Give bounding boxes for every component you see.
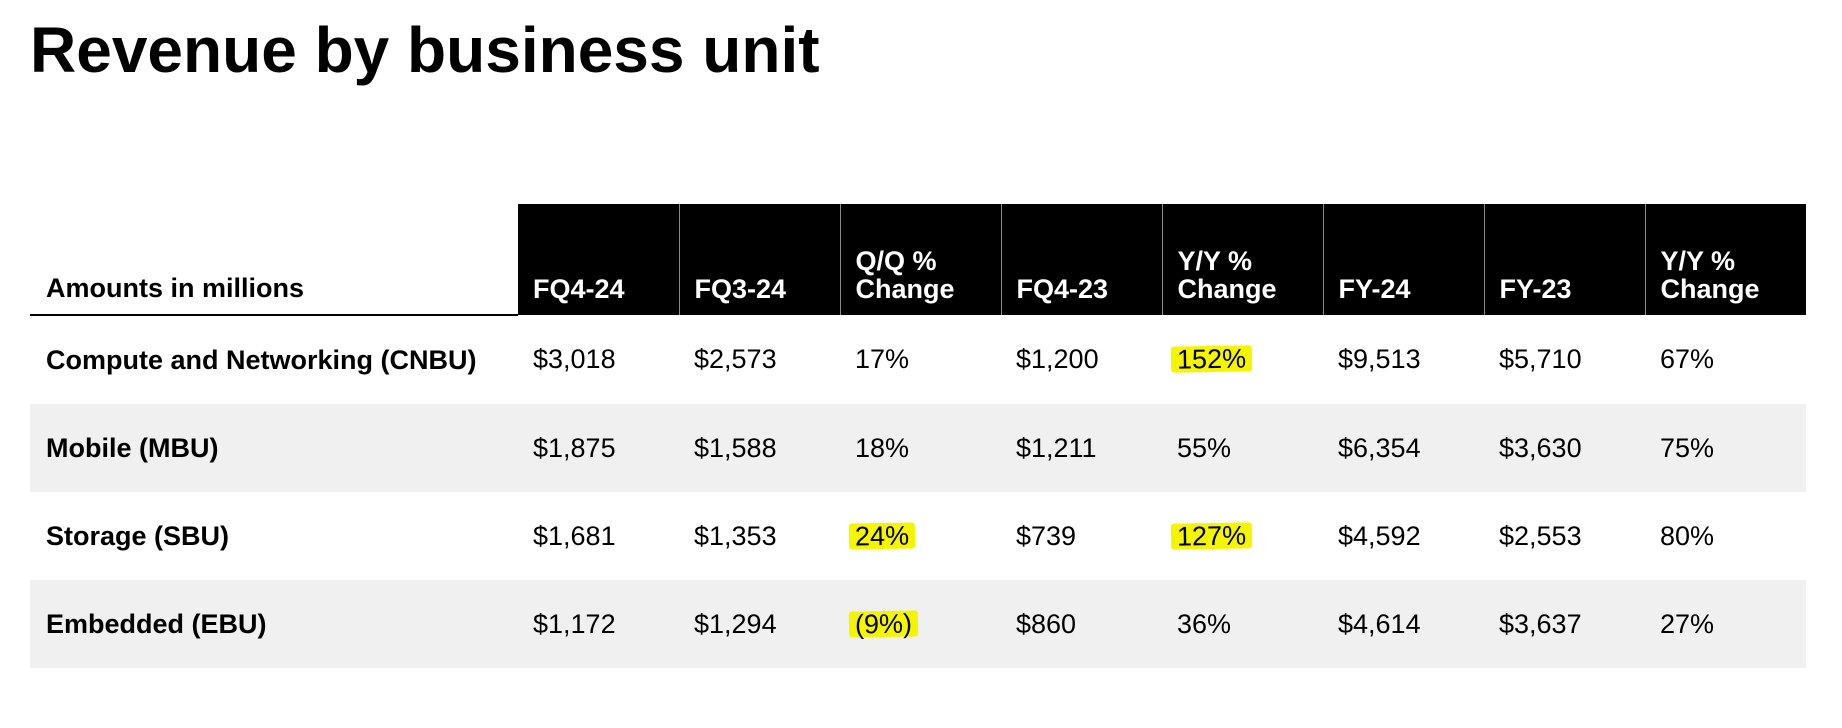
highlighted-value: 24% bbox=[848, 520, 916, 551]
column-header-fy-23: FY-23 bbox=[1483, 204, 1645, 315]
table-cell: $3,630 bbox=[1484, 404, 1645, 492]
table-cell: $4,614 bbox=[1323, 580, 1484, 668]
table-cell: $1,172 bbox=[518, 580, 679, 668]
table-row: Storage (SBU) $1,681 $1,353 24% $739 127% $4,5… bbox=[30, 492, 1806, 580]
table-cell: $1,588 bbox=[679, 404, 840, 492]
table-cell: $1,353 bbox=[694, 520, 777, 551]
highlighted-value: (9%) bbox=[848, 608, 919, 639]
highlighted-value: 152% bbox=[1170, 343, 1253, 375]
column-header-amounts: Amounts in millions bbox=[30, 204, 518, 316]
table-row: Compute and Networking (CNBU) $3,018 $2,57… bbox=[30, 315, 1806, 404]
table-cell: (9%) bbox=[840, 580, 1001, 668]
highlighted-value: 127% bbox=[1170, 520, 1253, 551]
table-cell: 75% bbox=[1645, 404, 1806, 492]
page-title: Revenue by business unit bbox=[30, 14, 820, 86]
table-header-row: Amounts in millions FQ4-24 FQ3-24 Q/Q % … bbox=[30, 204, 1806, 316]
revenue-table: Amounts in millions FQ4-24 FQ3-24 Q/Q % … bbox=[30, 204, 1806, 668]
table-cell: $860 bbox=[1001, 580, 1162, 668]
table-cell: 67% bbox=[1660, 344, 1715, 374]
table-cell: 127% bbox=[1162, 492, 1323, 580]
table-cell: 18% bbox=[840, 404, 1001, 492]
table-cell: 55% bbox=[1162, 404, 1323, 492]
table-cell: $4,592 bbox=[1338, 520, 1421, 551]
table-cell: $2,573 bbox=[694, 344, 777, 374]
table-body: Compute and Networking (CNBU) $3,018 $2,57… bbox=[30, 315, 1806, 668]
row-label: Storage (SBU) bbox=[46, 520, 230, 551]
row-label: Embedded (EBU) bbox=[30, 580, 518, 668]
table-cell: $1,294 bbox=[679, 580, 840, 668]
table-cell: $1,211 bbox=[1001, 404, 1162, 492]
table-cell: $1,875 bbox=[518, 404, 679, 492]
table-cell: $1,200 bbox=[1016, 344, 1099, 374]
table-cell: $2,553 bbox=[1499, 520, 1582, 551]
table-cell: $1,681 bbox=[533, 520, 616, 551]
table-cell: 80% bbox=[1660, 520, 1715, 551]
table-cell: 27% bbox=[1645, 580, 1806, 668]
column-header-yy-change-year: Y/Y % Change bbox=[1644, 204, 1806, 315]
column-header-fq4-23: FQ4-23 bbox=[1000, 204, 1162, 315]
table-cell: 152% bbox=[1162, 315, 1323, 404]
table-cell: $3,018 bbox=[533, 344, 616, 374]
table-cell: $9,513 bbox=[1338, 344, 1421, 374]
column-header-fq3-24: FQ3-24 bbox=[678, 204, 840, 315]
table-cell: $739 bbox=[1016, 520, 1077, 551]
table-cell: 36% bbox=[1162, 580, 1323, 668]
column-header-qq-change: Q/Q % Change bbox=[839, 204, 1001, 315]
column-header-fy-24: FY-24 bbox=[1322, 204, 1484, 315]
table-row: Mobile (MBU) $1,875 $1,588 18% $1,211 55% $6,3… bbox=[30, 404, 1806, 492]
table-cell: $3,637 bbox=[1484, 580, 1645, 668]
table-cell: $5,710 bbox=[1499, 344, 1582, 374]
column-header-yy-change-quarter: Y/Y % Change bbox=[1161, 204, 1323, 315]
table-cell: $6,354 bbox=[1323, 404, 1484, 492]
row-label: Compute and Networking (CNBU) bbox=[46, 344, 477, 375]
table-cell: 24% bbox=[840, 492, 1001, 580]
row-label: Mobile (MBU) bbox=[30, 404, 518, 492]
column-header-fq4-24: FQ4-24 bbox=[518, 204, 679, 315]
table-row: Embedded (EBU) $1,172 $1,294 (9%) $860 36% $4,… bbox=[30, 580, 1806, 668]
table-cell: 17% bbox=[855, 344, 910, 374]
